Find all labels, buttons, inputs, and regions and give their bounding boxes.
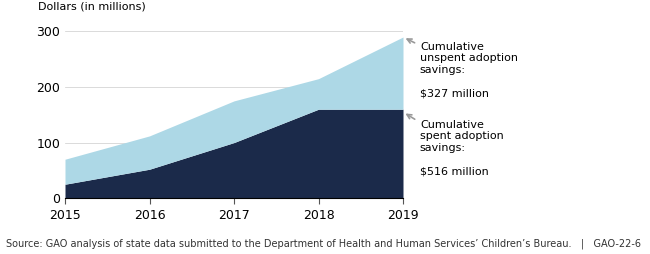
Text: Cumulative
unspent adoption
savings:

$327 million: Cumulative unspent adoption savings: $32… — [407, 39, 518, 98]
Text: Source: GAO analysis of state data submitted to the Department of Health and Hum: Source: GAO analysis of state data submi… — [6, 239, 642, 249]
Text: Cumulative
spent adoption
savings:

$516 million: Cumulative spent adoption savings: $516 … — [407, 114, 504, 176]
Y-axis label: Dollars (in millions): Dollars (in millions) — [38, 2, 146, 11]
